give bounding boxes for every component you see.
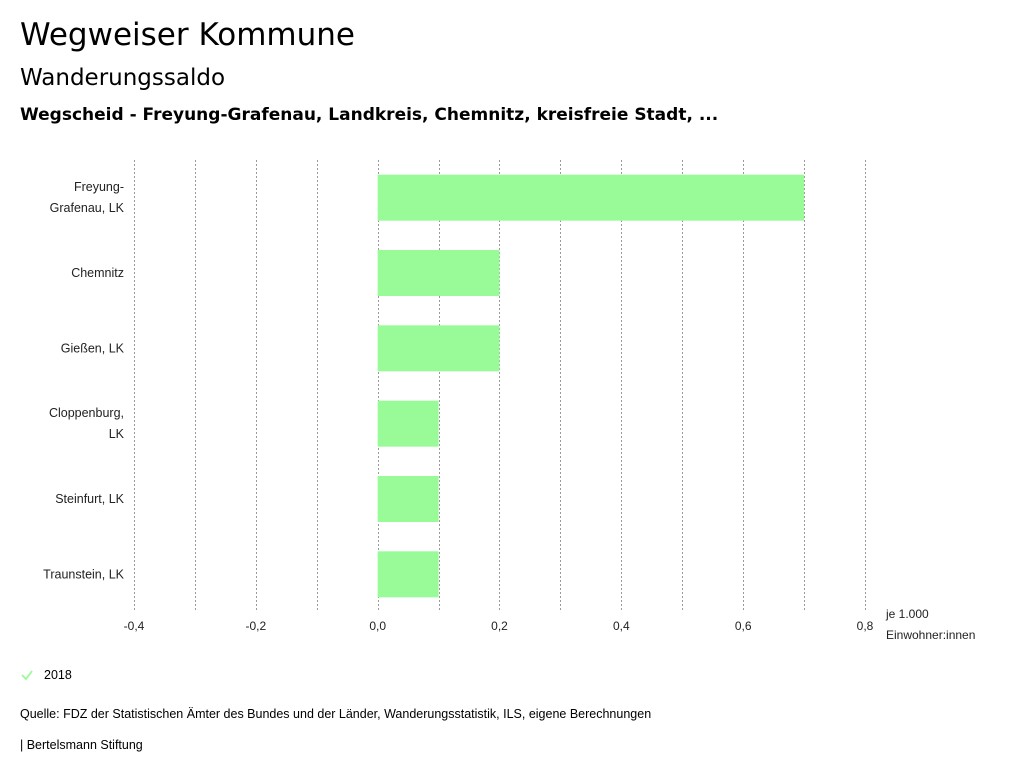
x-tick-label: -0,4	[124, 619, 145, 633]
category-label: Gießen, LK	[61, 341, 125, 355]
x-tick-label: 0,4	[613, 619, 630, 633]
page-title: Wegweiser Kommune	[20, 17, 355, 53]
bar[interactable]	[377, 174, 805, 221]
x-tick-label: 0,2	[491, 619, 508, 633]
brand-credit[interactable]: | Bertelsmann Stiftung	[20, 738, 143, 752]
category-label: Chemnitz	[71, 266, 124, 280]
checkmark-icon[interactable]	[20, 668, 34, 682]
bar[interactable]	[377, 476, 439, 522]
category-label: LK	[109, 427, 125, 441]
legend[interactable]: 2018	[20, 668, 72, 682]
bar[interactable]	[377, 250, 500, 296]
x-tick-label: 0,0	[369, 619, 386, 633]
x-tick-label: 0,8	[857, 619, 874, 633]
category-label: Grafenau, LK	[50, 201, 125, 215]
bar[interactable]	[377, 325, 500, 372]
x-tick-label: 0,6	[735, 619, 752, 633]
x-tick-label: -0,2	[245, 619, 266, 633]
category-label: Cloppenburg,	[49, 406, 124, 420]
region-selection[interactable]: Wegscheid - Freyung-Grafenau, Landkreis,…	[20, 105, 719, 125]
chart-subtitle: Wanderungssaldo	[20, 65, 226, 91]
x-axis-unit-label: Einwohner:innen	[886, 628, 975, 642]
category-label: Freyung-	[74, 180, 124, 194]
bar[interactable]	[377, 400, 439, 447]
source-note: Quelle: FDZ der Statistischen Ämter des …	[20, 707, 652, 721]
bar[interactable]	[377, 551, 439, 598]
category-label: Steinfurt, LK	[55, 492, 124, 506]
category-label: Traunstein, LK	[43, 567, 124, 581]
x-axis-unit-label: je 1.000	[885, 607, 929, 621]
bar-chart: -0,4 -0,2 0,0 0,2 0,4 0,6 0,8 je 1.000 Einwohner…	[43, 160, 975, 642]
legend-label: 2018	[44, 668, 72, 682]
